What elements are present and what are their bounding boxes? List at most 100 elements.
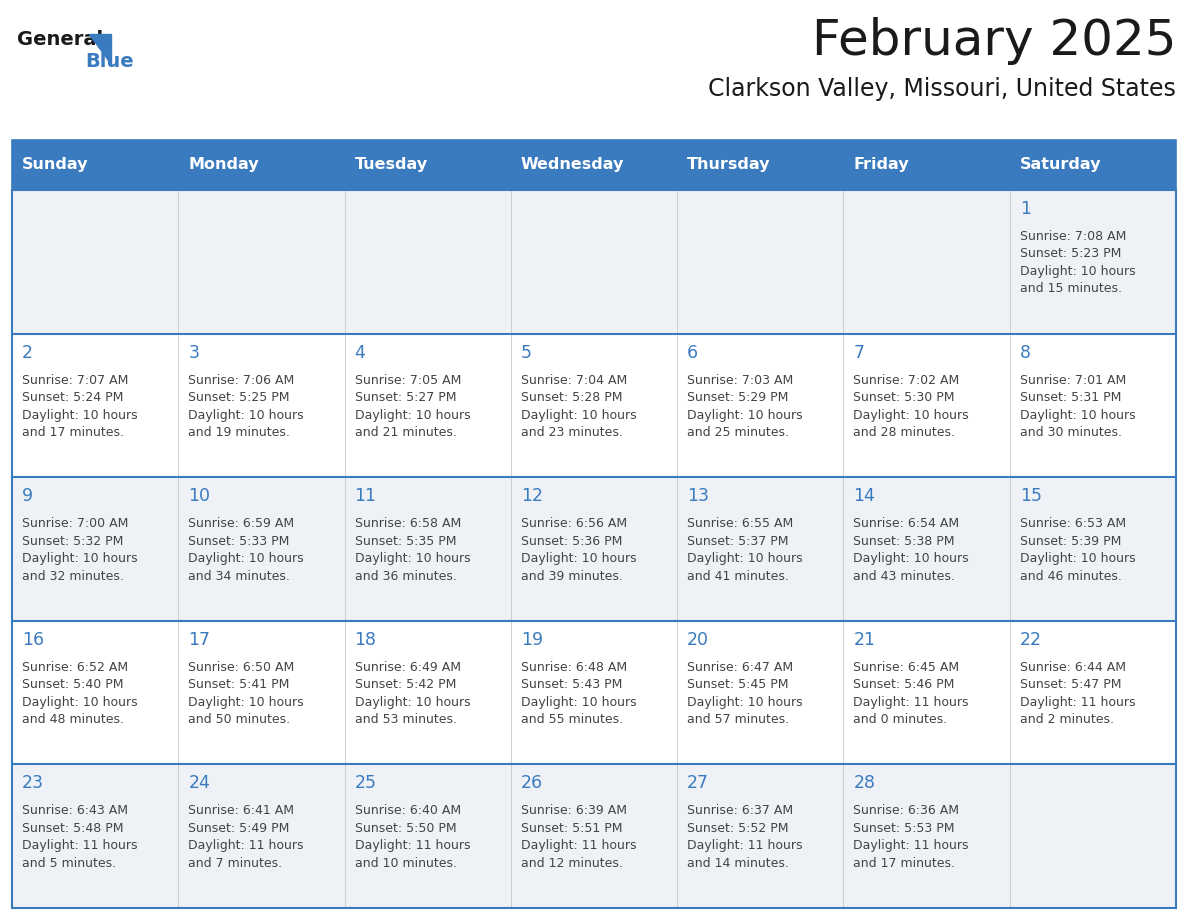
Text: Sunrise: 6:39 AM: Sunrise: 6:39 AM: [520, 804, 627, 817]
Text: Daylight: 10 hours: Daylight: 10 hours: [853, 553, 969, 565]
Text: Sunrise: 7:07 AM: Sunrise: 7:07 AM: [23, 374, 128, 386]
Text: Sunset: 5:36 PM: Sunset: 5:36 PM: [520, 534, 623, 548]
Text: Sunset: 5:33 PM: Sunset: 5:33 PM: [188, 534, 290, 548]
Text: Sunrise: 7:06 AM: Sunrise: 7:06 AM: [188, 374, 295, 386]
Text: Sunset: 5:46 PM: Sunset: 5:46 PM: [853, 678, 955, 691]
Text: Daylight: 10 hours: Daylight: 10 hours: [354, 409, 470, 421]
Text: Sunrise: 6:55 AM: Sunrise: 6:55 AM: [687, 517, 794, 531]
Text: Sunrise: 6:56 AM: Sunrise: 6:56 AM: [520, 517, 627, 531]
Text: General: General: [17, 30, 103, 49]
Text: Daylight: 10 hours: Daylight: 10 hours: [853, 409, 969, 421]
Text: and 5 minutes.: and 5 minutes.: [23, 856, 116, 870]
Text: Sunrise: 6:45 AM: Sunrise: 6:45 AM: [853, 661, 960, 674]
Text: Daylight: 10 hours: Daylight: 10 hours: [23, 696, 138, 709]
Text: Friday: Friday: [853, 158, 909, 173]
Text: Sunrise: 6:36 AM: Sunrise: 6:36 AM: [853, 804, 960, 817]
Bar: [511, 140, 677, 190]
Text: Sunset: 5:28 PM: Sunset: 5:28 PM: [520, 391, 623, 404]
Text: 15: 15: [1019, 487, 1042, 505]
Text: Sunrise: 6:54 AM: Sunrise: 6:54 AM: [853, 517, 960, 531]
Text: Sunrise: 6:58 AM: Sunrise: 6:58 AM: [354, 517, 461, 531]
Text: Sunset: 5:49 PM: Sunset: 5:49 PM: [188, 822, 290, 834]
Text: Sunrise: 6:40 AM: Sunrise: 6:40 AM: [354, 804, 461, 817]
Text: Thursday: Thursday: [687, 158, 771, 173]
Text: and 19 minutes.: and 19 minutes.: [188, 426, 290, 439]
Text: and 21 minutes.: and 21 minutes.: [354, 426, 456, 439]
Text: Sunrise: 6:47 AM: Sunrise: 6:47 AM: [687, 661, 794, 674]
Text: and 28 minutes.: and 28 minutes.: [853, 426, 955, 439]
Text: Daylight: 10 hours: Daylight: 10 hours: [687, 409, 803, 421]
Text: Sunset: 5:23 PM: Sunset: 5:23 PM: [1019, 248, 1121, 261]
Text: Daylight: 10 hours: Daylight: 10 hours: [188, 696, 304, 709]
Text: Daylight: 11 hours: Daylight: 11 hours: [687, 839, 803, 853]
Text: Daylight: 10 hours: Daylight: 10 hours: [1019, 265, 1136, 278]
Text: 11: 11: [354, 487, 377, 505]
Text: 28: 28: [853, 775, 876, 792]
Text: Sunset: 5:51 PM: Sunset: 5:51 PM: [520, 822, 623, 834]
Text: February 2025: February 2025: [811, 17, 1176, 65]
Text: Sunset: 5:32 PM: Sunset: 5:32 PM: [23, 534, 124, 548]
Text: 8: 8: [1019, 343, 1031, 362]
Text: Sunrise: 6:53 AM: Sunrise: 6:53 AM: [1019, 517, 1126, 531]
Text: 12: 12: [520, 487, 543, 505]
Text: 16: 16: [23, 631, 44, 649]
Text: and 46 minutes.: and 46 minutes.: [1019, 570, 1121, 583]
Text: 27: 27: [687, 775, 709, 792]
Text: Sunrise: 6:49 AM: Sunrise: 6:49 AM: [354, 661, 461, 674]
Text: Daylight: 10 hours: Daylight: 10 hours: [354, 696, 470, 709]
Text: Saturday: Saturday: [1019, 158, 1101, 173]
Text: 14: 14: [853, 487, 876, 505]
Text: 17: 17: [188, 631, 210, 649]
Text: Daylight: 10 hours: Daylight: 10 hours: [520, 553, 637, 565]
Text: Sunrise: 7:08 AM: Sunrise: 7:08 AM: [1019, 230, 1126, 243]
Text: Sunset: 5:53 PM: Sunset: 5:53 PM: [853, 822, 955, 834]
Text: Sunrise: 7:00 AM: Sunrise: 7:00 AM: [23, 517, 128, 531]
Text: 20: 20: [687, 631, 709, 649]
Text: Sunset: 5:41 PM: Sunset: 5:41 PM: [188, 678, 290, 691]
Text: Daylight: 11 hours: Daylight: 11 hours: [354, 839, 470, 853]
Text: Sunrise: 6:52 AM: Sunrise: 6:52 AM: [23, 661, 128, 674]
Bar: [12, 140, 1176, 190]
Text: Daylight: 10 hours: Daylight: 10 hours: [188, 553, 304, 565]
Text: Sunset: 5:42 PM: Sunset: 5:42 PM: [354, 678, 456, 691]
Text: and 53 minutes.: and 53 minutes.: [354, 713, 456, 726]
Bar: [677, 140, 843, 190]
Text: 18: 18: [354, 631, 377, 649]
Text: Sunrise: 6:59 AM: Sunrise: 6:59 AM: [188, 517, 295, 531]
Text: Daylight: 10 hours: Daylight: 10 hours: [687, 696, 803, 709]
Text: and 17 minutes.: and 17 minutes.: [23, 426, 124, 439]
Text: Sunrise: 6:43 AM: Sunrise: 6:43 AM: [23, 804, 128, 817]
Text: 1: 1: [1019, 200, 1031, 218]
Text: Sunrise: 7:05 AM: Sunrise: 7:05 AM: [354, 374, 461, 386]
Text: Daylight: 10 hours: Daylight: 10 hours: [354, 553, 470, 565]
Text: Sunset: 5:45 PM: Sunset: 5:45 PM: [687, 678, 789, 691]
Bar: [12, 140, 178, 190]
Bar: [178, 140, 345, 190]
Text: and 12 minutes.: and 12 minutes.: [520, 856, 623, 870]
Text: Daylight: 10 hours: Daylight: 10 hours: [1019, 409, 1136, 421]
Text: Sunset: 5:37 PM: Sunset: 5:37 PM: [687, 534, 789, 548]
Text: Sunset: 5:27 PM: Sunset: 5:27 PM: [354, 391, 456, 404]
Text: 10: 10: [188, 487, 210, 505]
Text: Sunrise: 6:41 AM: Sunrise: 6:41 AM: [188, 804, 295, 817]
Text: Wednesday: Wednesday: [520, 158, 624, 173]
Text: and 25 minutes.: and 25 minutes.: [687, 426, 789, 439]
Text: Sunset: 5:31 PM: Sunset: 5:31 PM: [1019, 391, 1121, 404]
Bar: [1010, 140, 1176, 190]
Text: Daylight: 11 hours: Daylight: 11 hours: [23, 839, 138, 853]
Bar: [12, 477, 1176, 621]
Text: Daylight: 10 hours: Daylight: 10 hours: [687, 553, 803, 565]
Text: 2: 2: [23, 343, 33, 362]
Text: 6: 6: [687, 343, 699, 362]
Text: and 48 minutes.: and 48 minutes.: [23, 713, 124, 726]
Bar: [843, 140, 1010, 190]
Text: Clarkson Valley, Missouri, United States: Clarkson Valley, Missouri, United States: [708, 77, 1176, 101]
Text: Daylight: 11 hours: Daylight: 11 hours: [520, 839, 637, 853]
Text: 23: 23: [23, 775, 44, 792]
Text: and 55 minutes.: and 55 minutes.: [520, 713, 623, 726]
Text: Sunrise: 7:03 AM: Sunrise: 7:03 AM: [687, 374, 794, 386]
Text: Sunday: Sunday: [23, 158, 88, 173]
Text: and 30 minutes.: and 30 minutes.: [1019, 426, 1121, 439]
Text: and 15 minutes.: and 15 minutes.: [1019, 283, 1121, 296]
Text: Daylight: 10 hours: Daylight: 10 hours: [520, 409, 637, 421]
